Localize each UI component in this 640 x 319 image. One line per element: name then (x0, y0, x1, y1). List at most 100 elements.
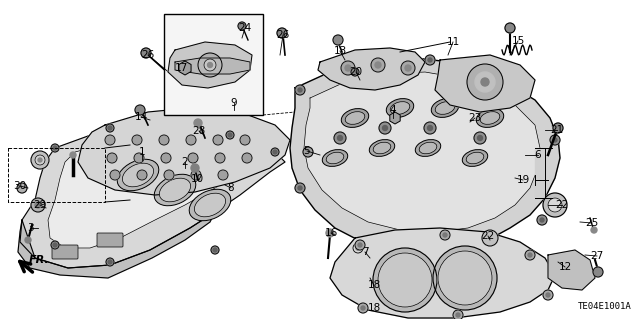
Text: 15: 15 (511, 36, 525, 46)
Ellipse shape (387, 99, 413, 117)
Circle shape (271, 148, 279, 156)
Circle shape (345, 65, 351, 71)
Circle shape (191, 164, 199, 172)
Text: FR.: FR. (29, 255, 49, 265)
Circle shape (215, 153, 225, 163)
Circle shape (53, 146, 57, 150)
Ellipse shape (345, 112, 365, 124)
Circle shape (546, 293, 550, 297)
Circle shape (277, 28, 287, 38)
Circle shape (228, 133, 232, 137)
Text: 27: 27 (590, 251, 604, 261)
Circle shape (226, 131, 234, 139)
Ellipse shape (419, 142, 437, 154)
Text: 21: 21 (550, 125, 564, 135)
Circle shape (361, 306, 365, 310)
Text: 11: 11 (446, 37, 460, 47)
Circle shape (550, 135, 560, 145)
Circle shape (433, 246, 497, 310)
Circle shape (105, 135, 115, 145)
Circle shape (53, 243, 57, 247)
Circle shape (383, 125, 387, 130)
Circle shape (159, 135, 169, 145)
Ellipse shape (369, 140, 395, 156)
Circle shape (303, 147, 313, 157)
Circle shape (525, 250, 535, 260)
Circle shape (401, 61, 415, 75)
Ellipse shape (122, 163, 154, 187)
Circle shape (132, 135, 142, 145)
Circle shape (358, 243, 362, 247)
Ellipse shape (435, 102, 455, 114)
Ellipse shape (480, 112, 500, 124)
Ellipse shape (323, 150, 348, 167)
Circle shape (25, 237, 31, 243)
Ellipse shape (195, 193, 225, 217)
Circle shape (51, 144, 59, 152)
Circle shape (204, 59, 216, 71)
Ellipse shape (117, 159, 159, 191)
Text: 6: 6 (534, 150, 541, 160)
Text: 2: 2 (182, 157, 188, 167)
Circle shape (218, 170, 228, 180)
Circle shape (38, 158, 42, 162)
Circle shape (467, 64, 503, 100)
Circle shape (505, 23, 515, 33)
Circle shape (108, 126, 112, 130)
Polygon shape (290, 58, 560, 252)
Polygon shape (168, 42, 252, 88)
Circle shape (477, 136, 483, 140)
Polygon shape (78, 108, 290, 195)
Text: 18: 18 (367, 280, 381, 290)
Circle shape (191, 170, 201, 180)
Circle shape (141, 48, 151, 58)
Text: 9: 9 (230, 98, 237, 108)
Circle shape (108, 260, 112, 264)
Circle shape (453, 310, 463, 319)
Polygon shape (304, 72, 540, 232)
Circle shape (553, 138, 557, 142)
Circle shape (424, 122, 436, 134)
Text: 3: 3 (27, 223, 33, 233)
Circle shape (428, 125, 433, 130)
Text: 29: 29 (33, 200, 47, 210)
Text: 26: 26 (276, 30, 290, 40)
Circle shape (379, 122, 391, 134)
Circle shape (481, 78, 489, 86)
Text: 30: 30 (13, 181, 27, 191)
Circle shape (371, 58, 385, 72)
Polygon shape (48, 128, 265, 248)
Circle shape (240, 135, 250, 145)
Circle shape (106, 124, 114, 132)
Polygon shape (20, 125, 285, 268)
Circle shape (70, 152, 76, 158)
Ellipse shape (341, 108, 369, 127)
Circle shape (443, 233, 447, 237)
Circle shape (334, 132, 346, 144)
Circle shape (475, 72, 495, 92)
Circle shape (110, 170, 120, 180)
FancyBboxPatch shape (52, 245, 78, 259)
Circle shape (207, 63, 212, 68)
Text: 16: 16 (324, 228, 338, 238)
Ellipse shape (189, 189, 231, 221)
Text: 25: 25 (586, 218, 598, 228)
Circle shape (242, 153, 252, 163)
Polygon shape (318, 48, 425, 90)
Polygon shape (535, 148, 545, 198)
Circle shape (137, 170, 147, 180)
Circle shape (428, 58, 432, 62)
Circle shape (238, 22, 246, 30)
Circle shape (106, 258, 114, 266)
Circle shape (273, 150, 277, 154)
Text: 28: 28 (193, 126, 205, 136)
Circle shape (186, 135, 196, 145)
Ellipse shape (326, 152, 344, 164)
Text: 19: 19 (516, 175, 530, 185)
Circle shape (213, 248, 217, 252)
Ellipse shape (373, 142, 391, 154)
Ellipse shape (390, 102, 410, 114)
Circle shape (405, 65, 411, 71)
Circle shape (356, 246, 360, 250)
Text: 26: 26 (141, 50, 155, 60)
